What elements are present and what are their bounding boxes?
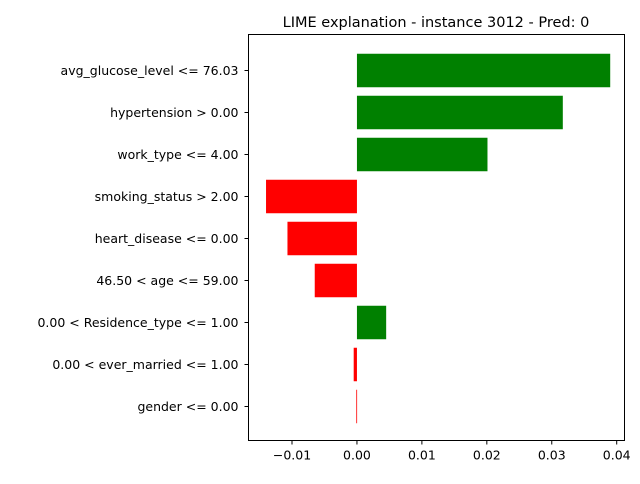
x-tick-label-0: −0.01 <box>273 448 311 463</box>
bar-4 <box>287 221 357 256</box>
bar-3 <box>266 179 357 214</box>
chart-title: LIME explanation - instance 3012 - Pred:… <box>283 15 590 31</box>
y-tick-label-2: work_type <= 4.00 <box>117 147 238 162</box>
bars-group <box>266 53 611 424</box>
y-tick-label-5: 46.50 < age <= 59.00 <box>96 273 238 288</box>
bar-1 <box>356 95 563 130</box>
y-tick-label-6: 0.00 < Residence_type <= 1.00 <box>37 315 238 330</box>
x-tick-label-5: 0.04 <box>603 448 631 463</box>
y-tick-label-1: hypertension > 0.00 <box>110 105 238 120</box>
y-tick-label-7: 0.00 < ever_married <= 1.00 <box>52 357 238 372</box>
y-axis: avg_glucose_level <= 76.03 hypertension >… <box>37 63 249 414</box>
y-tick-label-8: gender <= 0.00 <box>137 399 238 414</box>
bar-7 <box>353 347 357 382</box>
y-tick-label-0: avg_glucose_level <= 76.03 <box>61 63 239 78</box>
x-axis: −0.01 0.00 0.01 0.02 0.03 0.04 <box>273 440 631 463</box>
x-tick-label-3: 0.02 <box>473 448 501 463</box>
plot-frame <box>248 34 625 441</box>
bar-0 <box>356 53 611 88</box>
bar-5 <box>314 263 357 298</box>
bar-2 <box>356 137 488 172</box>
bar-8 <box>356 389 358 424</box>
bar-6 <box>356 305 387 340</box>
x-tick-label-2: 0.01 <box>408 448 436 463</box>
x-tick-label-4: 0.03 <box>538 448 566 463</box>
y-tick-label-4: heart_disease <= 0.00 <box>95 231 239 246</box>
x-tick-label-1: 0.00 <box>343 448 371 463</box>
y-tick-label-3: smoking_status > 2.00 <box>95 189 239 204</box>
